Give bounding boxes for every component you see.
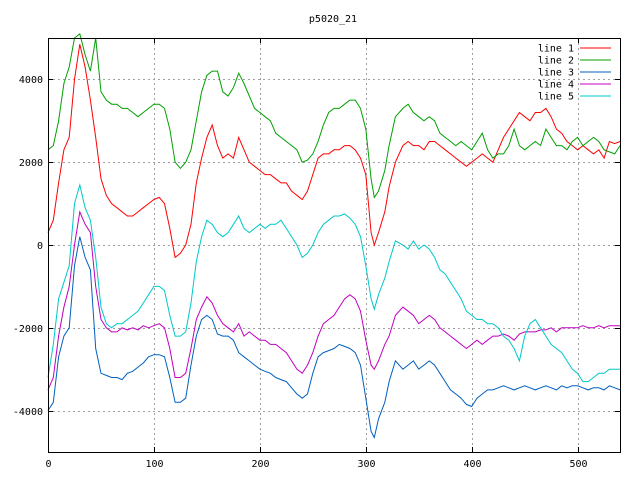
x-tick-label: 0 <box>45 459 51 470</box>
series-group <box>47 33 621 439</box>
y-tick-label: -4000 <box>13 407 43 418</box>
series-line-2 <box>47 33 621 199</box>
x-tick-label: 400 <box>463 459 481 470</box>
series-line-4 <box>47 210 620 391</box>
legend-label-3: line 3 <box>538 68 574 79</box>
legend-label-1: line 1 <box>538 44 574 55</box>
y-tick-label: 2000 <box>19 158 43 169</box>
chart-title: p5020_21 <box>309 14 357 25</box>
x-tick-label: 500 <box>569 459 587 470</box>
legend-label-2: line 2 <box>538 56 574 67</box>
axis-ticks: 0 100 200 300 400 500 -4000 -2000 0 2000 4000 <box>13 38 620 470</box>
y-tick-label: 0 <box>37 241 43 252</box>
x-tick-label: 300 <box>357 459 375 470</box>
grid <box>48 38 620 452</box>
x-tick-label: 100 <box>145 459 163 470</box>
series-line-5 <box>47 183 620 383</box>
series-line-1 <box>47 44 621 259</box>
legend-label-5: line 5 <box>538 92 574 103</box>
x-tick-label: 200 <box>251 459 269 470</box>
y-tick-label: 4000 <box>19 75 43 86</box>
legend-label-4: line 4 <box>538 80 574 91</box>
series-line-3 <box>47 236 621 439</box>
y-tick-label: -2000 <box>13 324 43 335</box>
